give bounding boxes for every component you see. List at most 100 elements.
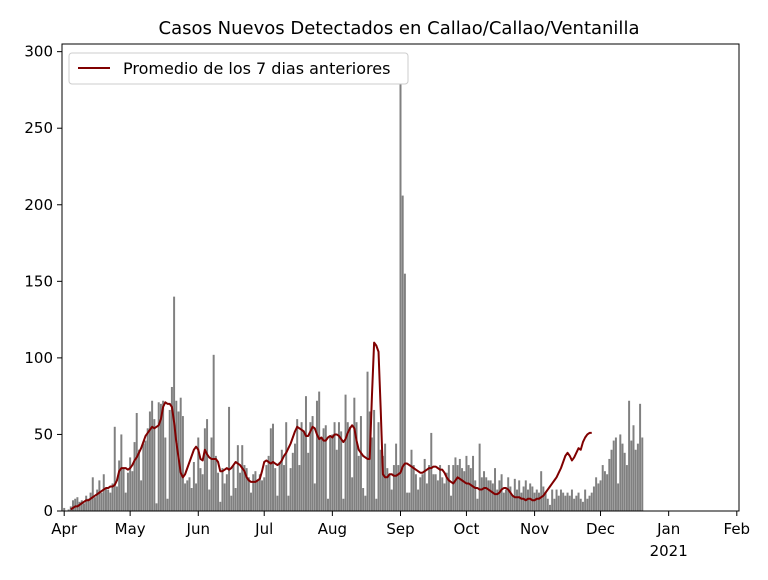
bar	[265, 465, 268, 511]
bar	[559, 489, 562, 511]
bar	[513, 478, 516, 511]
bar	[430, 432, 433, 511]
x-tick-label: Aug	[318, 520, 347, 538]
bar	[146, 428, 149, 511]
bar	[91, 477, 94, 511]
bar	[111, 483, 114, 511]
bar	[639, 403, 642, 511]
bar	[203, 428, 206, 511]
bar	[274, 468, 277, 511]
bar	[439, 465, 442, 511]
bar	[104, 488, 107, 511]
bar	[258, 474, 261, 511]
y-tick-label: 150	[24, 272, 53, 290]
bar	[296, 419, 299, 511]
x-tick-label: Dec	[586, 520, 615, 538]
bar	[423, 458, 426, 511]
bar	[87, 498, 90, 511]
bar	[184, 483, 187, 511]
x-tick-label: Sep	[386, 520, 414, 538]
bar	[102, 474, 105, 511]
bar	[214, 455, 217, 511]
bar	[135, 413, 138, 511]
bar	[232, 465, 235, 511]
bar	[276, 495, 279, 511]
bar	[425, 483, 428, 511]
bar	[474, 480, 477, 511]
bar	[619, 434, 622, 511]
bar	[302, 431, 305, 511]
bar	[261, 480, 264, 511]
x-tick-label: Jul	[254, 520, 273, 538]
bar	[272, 423, 274, 511]
bar	[610, 449, 613, 511]
bar	[590, 492, 593, 511]
y-axis: 0 50 100 150 200 250 300	[24, 43, 62, 520]
bar	[118, 460, 121, 511]
bar	[74, 498, 77, 511]
bar	[210, 437, 213, 511]
bar	[507, 477, 510, 511]
bar	[461, 468, 464, 511]
x-tick-label: Oct	[453, 520, 479, 538]
bar	[294, 443, 296, 511]
bar	[491, 483, 494, 511]
bar	[505, 489, 507, 511]
bar	[392, 465, 395, 511]
bar	[568, 495, 571, 511]
bar	[573, 498, 576, 511]
bar	[542, 486, 545, 511]
bar	[518, 480, 521, 511]
bar	[140, 480, 143, 511]
bar	[592, 486, 595, 511]
bar	[467, 465, 470, 511]
bar	[436, 480, 439, 511]
bar	[199, 468, 202, 511]
bar	[511, 495, 514, 511]
bar	[357, 455, 360, 511]
bar	[225, 474, 228, 511]
bar	[370, 437, 373, 511]
bar	[516, 489, 518, 511]
bar	[298, 465, 301, 511]
bar	[601, 465, 604, 511]
bar	[173, 296, 176, 511]
x-tick-year-label: 2021	[650, 542, 688, 560]
bar	[524, 480, 527, 511]
bar	[597, 483, 600, 511]
bar	[155, 503, 158, 511]
bar	[432, 474, 435, 511]
bar	[285, 422, 288, 511]
bar	[608, 458, 611, 511]
bar	[93, 497, 96, 511]
legend-label: Promedio de los 7 dias anteriores	[123, 59, 390, 78]
bar	[208, 489, 211, 511]
bar	[588, 495, 591, 511]
bar	[595, 477, 598, 511]
bar	[412, 465, 415, 511]
bar	[520, 492, 523, 511]
bar	[63, 507, 66, 511]
bar	[179, 397, 182, 511]
bar	[120, 434, 123, 511]
bar	[234, 488, 237, 511]
bar	[548, 504, 551, 511]
bar	[142, 443, 145, 511]
bar	[269, 428, 272, 511]
bar	[162, 400, 165, 511]
bar	[555, 489, 558, 511]
bar	[245, 468, 248, 511]
bar	[428, 465, 431, 511]
bar	[469, 468, 472, 511]
bar	[283, 465, 285, 511]
bar	[434, 474, 437, 511]
bar	[230, 495, 233, 511]
bar	[353, 397, 356, 511]
bar	[289, 468, 292, 511]
bar	[540, 471, 543, 511]
bar	[368, 411, 371, 511]
bar	[636, 443, 639, 511]
bar	[489, 480, 492, 511]
bar	[300, 422, 303, 511]
